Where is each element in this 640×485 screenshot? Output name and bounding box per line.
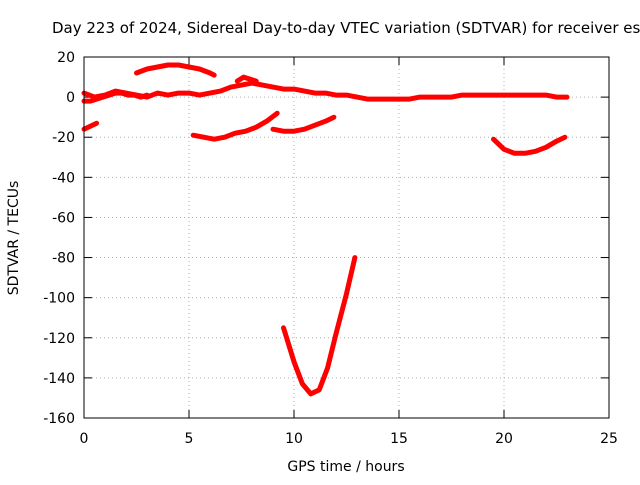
x-axis-label: GPS time / hours [287, 459, 404, 475]
x-tick-label: 10 [285, 431, 303, 447]
y-tick-label: -20 [52, 130, 75, 146]
y-tick-label: -140 [43, 371, 75, 387]
y-tick-label: -160 [43, 411, 75, 427]
y-tick-label: -60 [52, 210, 75, 226]
data-series [81, 62, 570, 397]
plot-frame [83, 56, 610, 419]
y-axis-label: SDTVAR / TECUs [6, 181, 22, 296]
y-tick-label: -80 [52, 251, 75, 267]
chart-title: Day 223 of 2024, Sidereal Day-to-day VTE… [52, 19, 640, 37]
series-line-0 [81, 80, 570, 102]
series-line-6 [270, 114, 337, 134]
series-line-5 [190, 110, 280, 142]
y-tick-label: 20 [57, 50, 75, 66]
x-tick-label: 15 [390, 431, 408, 447]
y-tick-label: -100 [43, 291, 75, 307]
tick-labels: 20 0 -20 -40 -60 -80 -100 -120 -140 -160 0 5 10 15 20 2… [43, 50, 618, 447]
series-line-3 [234, 74, 259, 84]
series-line-2 [134, 62, 217, 78]
series-line-8 [491, 134, 568, 156]
y-tick-label: -120 [43, 331, 75, 347]
x-tick-label: 0 [80, 431, 89, 447]
x-tick-label: 5 [185, 431, 194, 447]
y-tick-label: 0 [66, 90, 75, 106]
series-line-1 [81, 90, 150, 104]
series-line-7 [281, 255, 358, 397]
x-tick-label: 25 [600, 431, 618, 447]
y-tick-label: -40 [52, 170, 75, 186]
x-tick-label: 20 [495, 431, 513, 447]
series-line-4 [81, 120, 100, 132]
